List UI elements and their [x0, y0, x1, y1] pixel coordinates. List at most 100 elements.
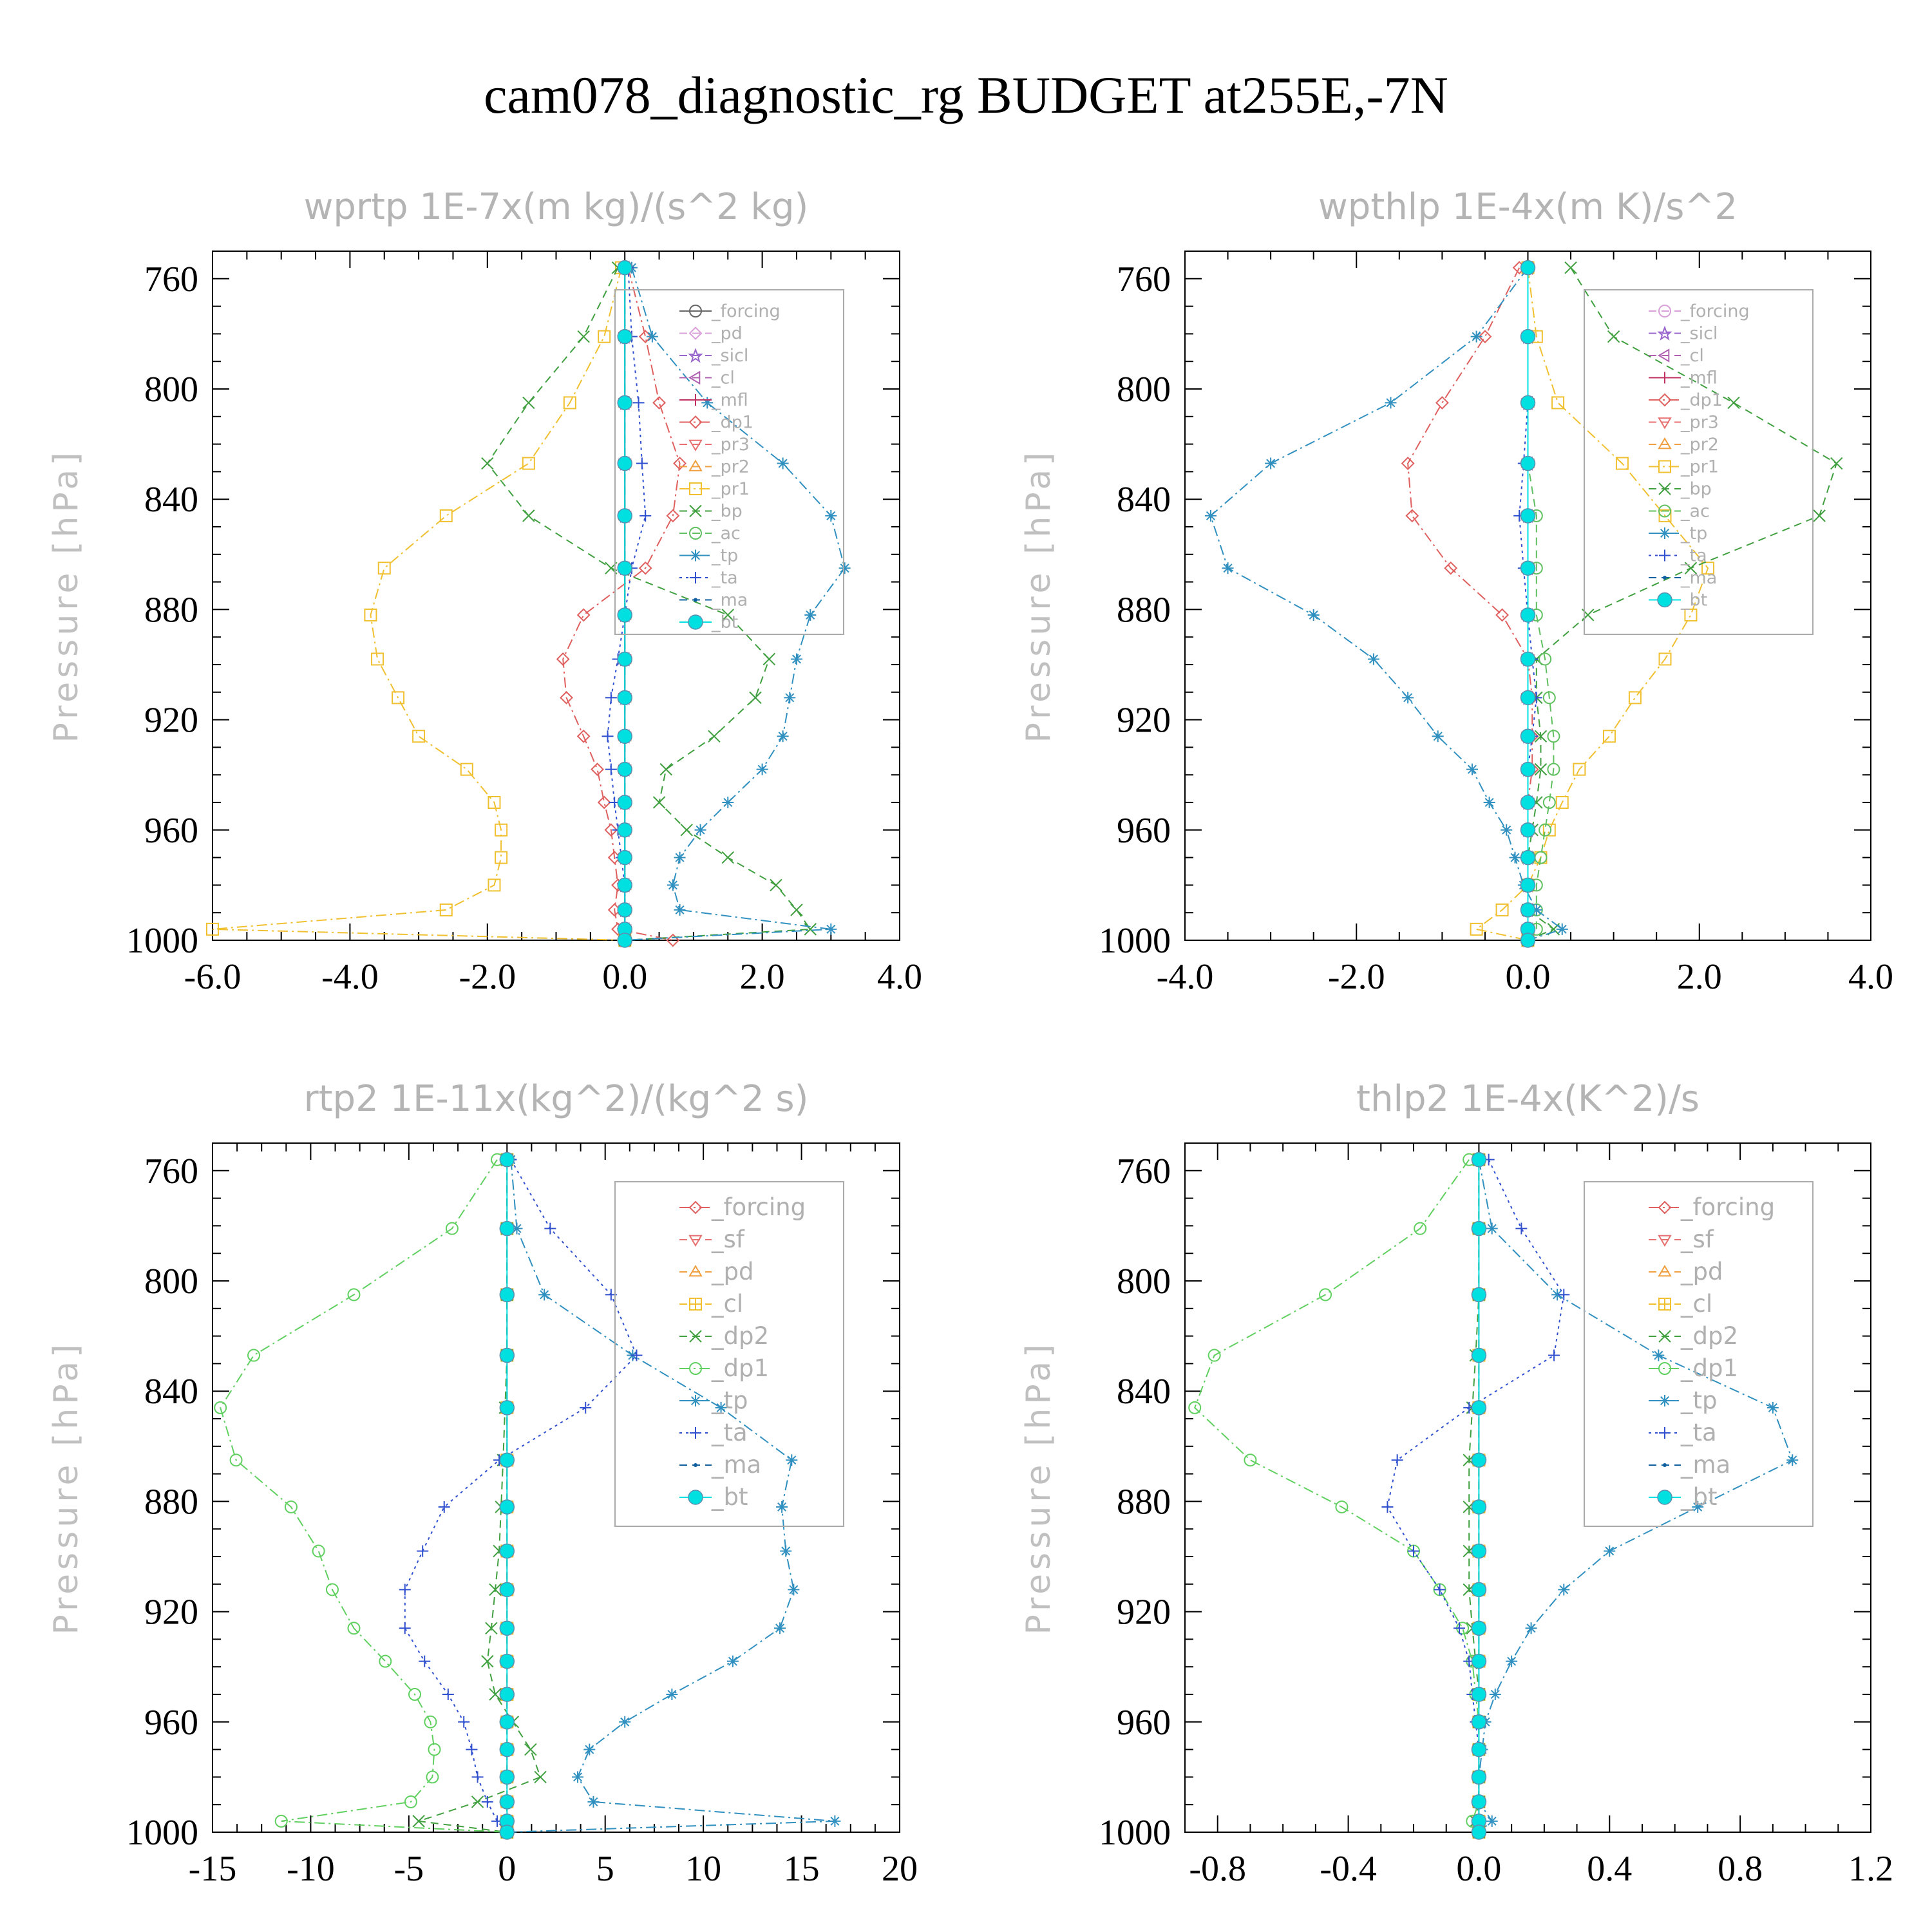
- y-tick-label: 960: [1117, 1703, 1171, 1743]
- legend-marker: [688, 459, 703, 471]
- x-tick-label: 0.0: [1506, 957, 1551, 997]
- legend-marker: [689, 305, 702, 317]
- data-point-tp: [1786, 1454, 1799, 1466]
- data-point-bt: [499, 1543, 515, 1559]
- data-point-ta: [636, 457, 648, 469]
- y-tick-label: 800: [1117, 370, 1171, 410]
- data-point-dp2: [524, 1743, 537, 1756]
- data-point-bp: [1684, 562, 1698, 574]
- data-point-bt: [1471, 1151, 1487, 1168]
- data-point-pr1: [377, 562, 391, 575]
- legend-label: _pr1: [711, 479, 750, 499]
- legend-marker: [690, 572, 701, 583]
- data-point-tp: [1558, 1584, 1570, 1596]
- data-point-bt: [617, 508, 632, 524]
- series-line-dp2: [1468, 1159, 1480, 1833]
- legend-marker: [1658, 1330, 1671, 1343]
- data-point-bt: [499, 1452, 515, 1468]
- data-point-tp: [776, 1501, 788, 1513]
- data-point-bt: [1471, 1620, 1487, 1636]
- legend-box: [1584, 289, 1814, 635]
- data-point-bt: [617, 455, 632, 471]
- data-point-tp: [1432, 730, 1444, 743]
- data-point-bp: [522, 396, 535, 410]
- legend-label: _tp: [711, 1387, 748, 1414]
- legend-marker: [1657, 592, 1672, 608]
- data-point-ta: [639, 509, 652, 522]
- series-line-dp1: [1194, 1159, 1480, 1833]
- y-tick-label: 1000: [1099, 1813, 1171, 1853]
- data-point-pr1: [439, 509, 453, 522]
- data-point-dp2: [489, 1583, 502, 1596]
- data-point-pr1: [371, 652, 384, 666]
- legend-label: _bt: [711, 1483, 748, 1511]
- panel-title: rtp2 1E-11x(kg^2)/(kg^2 s): [304, 1078, 809, 1120]
- data-point-pr1: [488, 796, 501, 809]
- data-point-dp2: [489, 1688, 502, 1701]
- data-point-bt: [1471, 1220, 1487, 1236]
- data-point-ac: [1547, 762, 1560, 776]
- data-point-pr1: [1470, 922, 1483, 936]
- x-tick-label: -10: [287, 1849, 335, 1889]
- data-point-bp: [804, 923, 817, 936]
- data-point-tp: [1766, 1401, 1779, 1414]
- data-point-bt: [499, 1582, 515, 1598]
- data-point-bt: [1471, 1741, 1487, 1757]
- data-point-pr1: [392, 691, 405, 705]
- legend-label: _pd: [711, 1258, 753, 1285]
- data-point-bt: [1520, 690, 1536, 706]
- x-tick-label: 0.0: [602, 957, 647, 997]
- y-tick-label: 760: [1117, 260, 1171, 299]
- data-point-ta: [544, 1222, 556, 1235]
- legend-label: _mfl: [711, 390, 748, 410]
- legend-label: _sf: [1680, 1226, 1714, 1253]
- legend-label: _pr3: [711, 435, 750, 455]
- data-point-tp: [674, 851, 686, 864]
- panel-wprtp: wprtp 1E-7x(m kg)/(s^2 kg) Pressure [hPa]…: [47, 186, 922, 997]
- data-point-bt: [1520, 877, 1536, 893]
- plot-frame: [1184, 1142, 1871, 1833]
- data-point-tp: [825, 509, 837, 522]
- data-point-ta: [417, 1545, 429, 1557]
- legend-marker: [689, 1330, 702, 1343]
- y-tick-label: 760: [1117, 1151, 1171, 1191]
- legend-label: _ma: [711, 1451, 761, 1479]
- x-tick-label: 0.4: [1587, 1849, 1632, 1889]
- panel-title: wpthlp 1E-4x(m K)/s^2: [1318, 186, 1738, 228]
- legend-label: _bt: [1680, 591, 1707, 611]
- data-point-dp1: [428, 1743, 441, 1756]
- data-point-bt: [617, 690, 632, 706]
- data-point-bt: [617, 902, 632, 918]
- data-point-pr1: [1628, 691, 1642, 705]
- data-point-pr1: [1495, 903, 1509, 916]
- data-point-ta: [605, 692, 617, 704]
- legend-label: _bp: [711, 502, 743, 522]
- x-tick-label: 2.0: [1677, 957, 1722, 997]
- x-tick-label: 2.0: [740, 957, 785, 997]
- data-point-bp: [770, 878, 782, 892]
- data-point-dp1: [652, 395, 666, 410]
- data-point-bp: [790, 904, 803, 916]
- data-point-bt: [499, 1741, 515, 1757]
- data-point-bt: [1520, 822, 1536, 838]
- y-tick-label: 800: [1117, 1262, 1171, 1302]
- legend-label: _dp1: [1680, 390, 1723, 410]
- x-tick-label: 20: [882, 1849, 918, 1889]
- data-point-ta: [466, 1743, 478, 1756]
- legend-marker: [690, 394, 701, 406]
- data-point-ta: [471, 1771, 484, 1783]
- data-point-tp: [784, 692, 796, 704]
- data-point-bp: [1727, 396, 1740, 410]
- data-point-bp: [749, 691, 762, 705]
- panel-rtp2: rtp2 1E-11x(kg^2)/(kg^2 s) Pressure [hPa]…: [47, 1078, 918, 1889]
- data-point-tp: [780, 1545, 792, 1557]
- x-tick-label: 0: [498, 1849, 516, 1889]
- y-tick-label: 880: [144, 590, 198, 630]
- legend-label: _sicl: [1680, 324, 1718, 344]
- x-tick-label: -0.8: [1189, 1849, 1246, 1889]
- legend-marker: [694, 1463, 697, 1467]
- data-point-bt: [499, 1794, 515, 1810]
- panel-title: thlp2 1E-4x(K^2)/s: [1356, 1078, 1700, 1120]
- data-point-dp1: [638, 561, 652, 575]
- x-tick-label: -5: [394, 1849, 424, 1889]
